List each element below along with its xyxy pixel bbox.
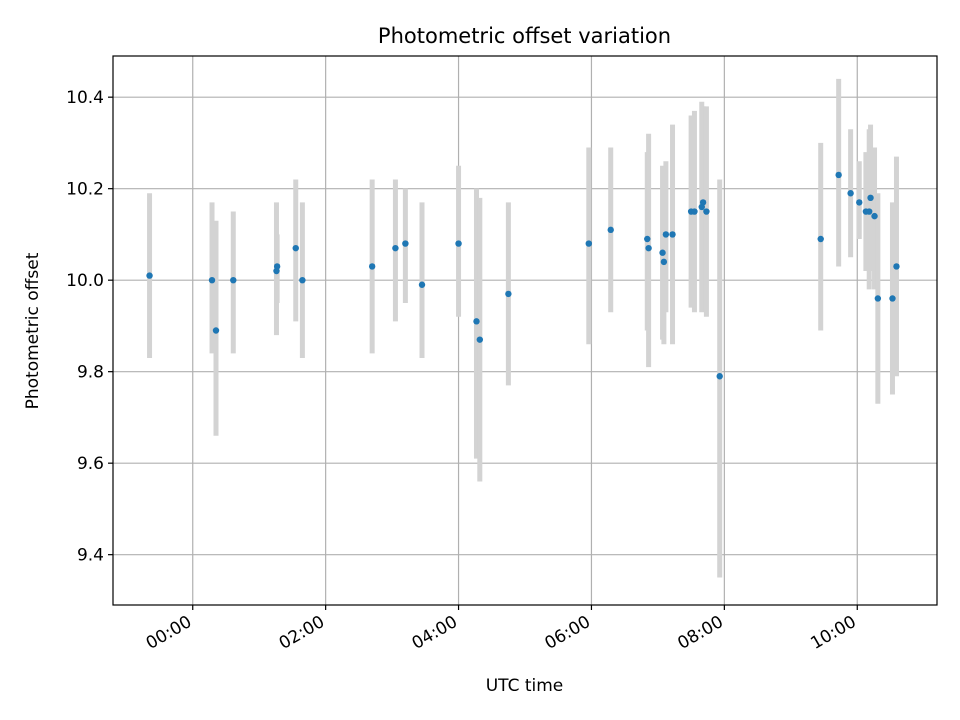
data-point xyxy=(585,240,592,247)
chart-title: Photometric offset variation xyxy=(378,24,671,48)
data-point xyxy=(644,235,651,243)
data-point xyxy=(455,240,462,247)
data-point xyxy=(716,373,723,380)
data-point xyxy=(856,199,863,206)
data-point xyxy=(867,194,874,202)
y-tick-label: 10.0 xyxy=(66,271,104,291)
data-point xyxy=(299,276,306,284)
y-tick-label: 10.4 xyxy=(66,88,104,108)
data-point xyxy=(874,295,882,302)
data-point xyxy=(866,208,873,215)
data-point xyxy=(418,281,426,288)
grid xyxy=(113,56,937,605)
data-point xyxy=(699,199,707,206)
data-point xyxy=(645,244,652,252)
data-point xyxy=(230,276,237,284)
data-points xyxy=(146,171,900,380)
data-point xyxy=(607,226,614,234)
y-tick-label: 9.4 xyxy=(77,546,104,566)
data-point xyxy=(691,208,698,215)
data-point xyxy=(392,244,399,252)
y-tick-label: 10.2 xyxy=(66,180,104,200)
data-point xyxy=(208,276,216,284)
data-point xyxy=(669,231,676,238)
data-point xyxy=(402,240,409,247)
data-point xyxy=(703,208,710,215)
data-point xyxy=(662,231,670,238)
data-point xyxy=(659,249,666,256)
data-point xyxy=(473,318,480,325)
y-axis: 9.4 9.6 9.8 10.0 10.2 10.4 xyxy=(66,88,113,566)
data-point xyxy=(146,272,153,279)
data-point xyxy=(212,327,220,334)
data-point xyxy=(893,263,900,270)
data-point xyxy=(660,258,668,266)
data-point xyxy=(889,295,896,302)
y-tick-label: 9.8 xyxy=(77,363,104,383)
data-point xyxy=(505,290,512,298)
y-tick-label: 9.6 xyxy=(77,454,104,474)
data-point xyxy=(835,171,842,179)
data-point xyxy=(292,244,299,252)
data-point xyxy=(817,235,824,243)
plot-area-frame xyxy=(112,55,938,606)
data-point xyxy=(847,190,854,197)
data-point xyxy=(476,336,484,343)
y-axis-label: Photometric offset xyxy=(23,252,43,409)
data-point xyxy=(273,263,281,270)
x-axis-label: UTC time xyxy=(486,676,564,696)
data-point xyxy=(368,263,376,270)
data-point xyxy=(871,212,878,220)
